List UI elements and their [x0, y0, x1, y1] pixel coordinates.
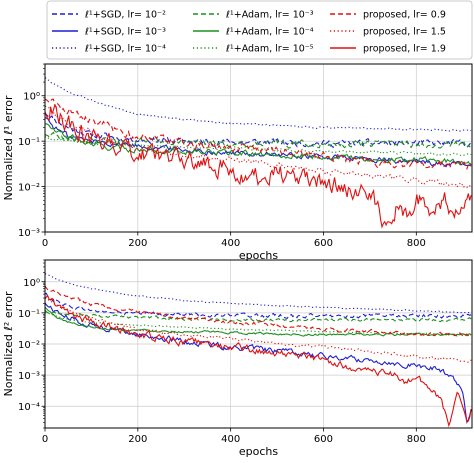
legend-label: proposed, lr= 1.5 [363, 27, 446, 38]
series-line [45, 112, 472, 149]
x-tick-label: 800 [407, 238, 426, 249]
x-axis-label: epochs [239, 445, 278, 458]
series-line [45, 306, 472, 337]
x-tick-label: 0 [42, 434, 48, 445]
x-tick-label: 200 [128, 238, 147, 249]
series-line [45, 312, 472, 336]
series-line [45, 295, 472, 428]
x-axis-label: epochs [239, 249, 278, 262]
top-plot-l1-error: 0 200 400 600 800 10⁻³ 10⁻² 10⁻¹ 10⁰ epochs Normal… [2, 63, 473, 262]
y-tick-label: 10⁻¹ [18, 309, 40, 320]
series-line [45, 77, 472, 132]
y-tick-label: 10⁻² [18, 183, 40, 194]
x-tick-label: 600 [314, 434, 333, 445]
series-line [45, 302, 472, 425]
x-tick-label: 200 [128, 434, 147, 445]
x-tick-label: 400 [221, 238, 240, 249]
x-tick-label: 0 [42, 238, 48, 249]
y-axis-label: Normalized ℓ¹ error [2, 95, 15, 200]
y-axis-label: Normalized ℓ² error [2, 291, 15, 396]
series-line [45, 98, 472, 171]
x-tick-label: 800 [407, 434, 426, 445]
y-tick-label: 10⁻³ [18, 371, 40, 382]
series-line [45, 105, 472, 189]
legend-label: ℓ¹+Adam, lr= 10⁻⁴ [226, 27, 314, 38]
series-line [45, 135, 472, 157]
series-line [45, 297, 472, 363]
series-line [45, 309, 472, 323]
legend-label: ℓ¹+Adam, lr= 10⁻³ [226, 10, 314, 21]
legend-label: ℓ¹+SGD, lr= 10⁻² [85, 10, 166, 21]
legend-label: ℓ¹+Adam, lr= 10⁻⁵ [226, 44, 314, 55]
legend-frame [46, 0, 473, 60]
y-tick-label: 10⁻² [18, 340, 40, 351]
x-tick-label: 600 [314, 238, 333, 249]
series-line [45, 285, 472, 338]
legend-label: proposed, lr= 0.9 [363, 10, 446, 21]
legend-label: ℓ¹+SGD, lr= 10⁻³ [85, 27, 166, 38]
series-line [45, 131, 472, 149]
y-tick-label: 10⁻³ [18, 228, 40, 239]
y-tick-label: 10⁰ [23, 92, 40, 103]
y-tick-label: 10⁰ [23, 278, 40, 289]
y-tick-label: 10⁻⁴ [18, 402, 40, 413]
axes-frame [44, 63, 473, 233]
y-tick-label: 10⁻¹ [18, 137, 40, 148]
legend-label: ℓ¹+SGD, lr= 10⁻⁴ [85, 44, 166, 55]
series-line [45, 123, 472, 166]
x-tick-label: 400 [221, 434, 240, 445]
series-line [45, 292, 472, 319]
legend-label: proposed, lr= 1.9 [363, 44, 446, 55]
legend: ℓ¹+SGD, lr= 10⁻² ℓ¹+SGD, lr= 10⁻³ ℓ¹+SGD, … [46, 0, 473, 60]
bottom-plot-l2-error: 0 200 400 600 800 10⁻⁴ 10⁻³ 10⁻² 10⁻¹ 10⁰ epochs No… [2, 259, 473, 458]
series-line [45, 104, 472, 229]
